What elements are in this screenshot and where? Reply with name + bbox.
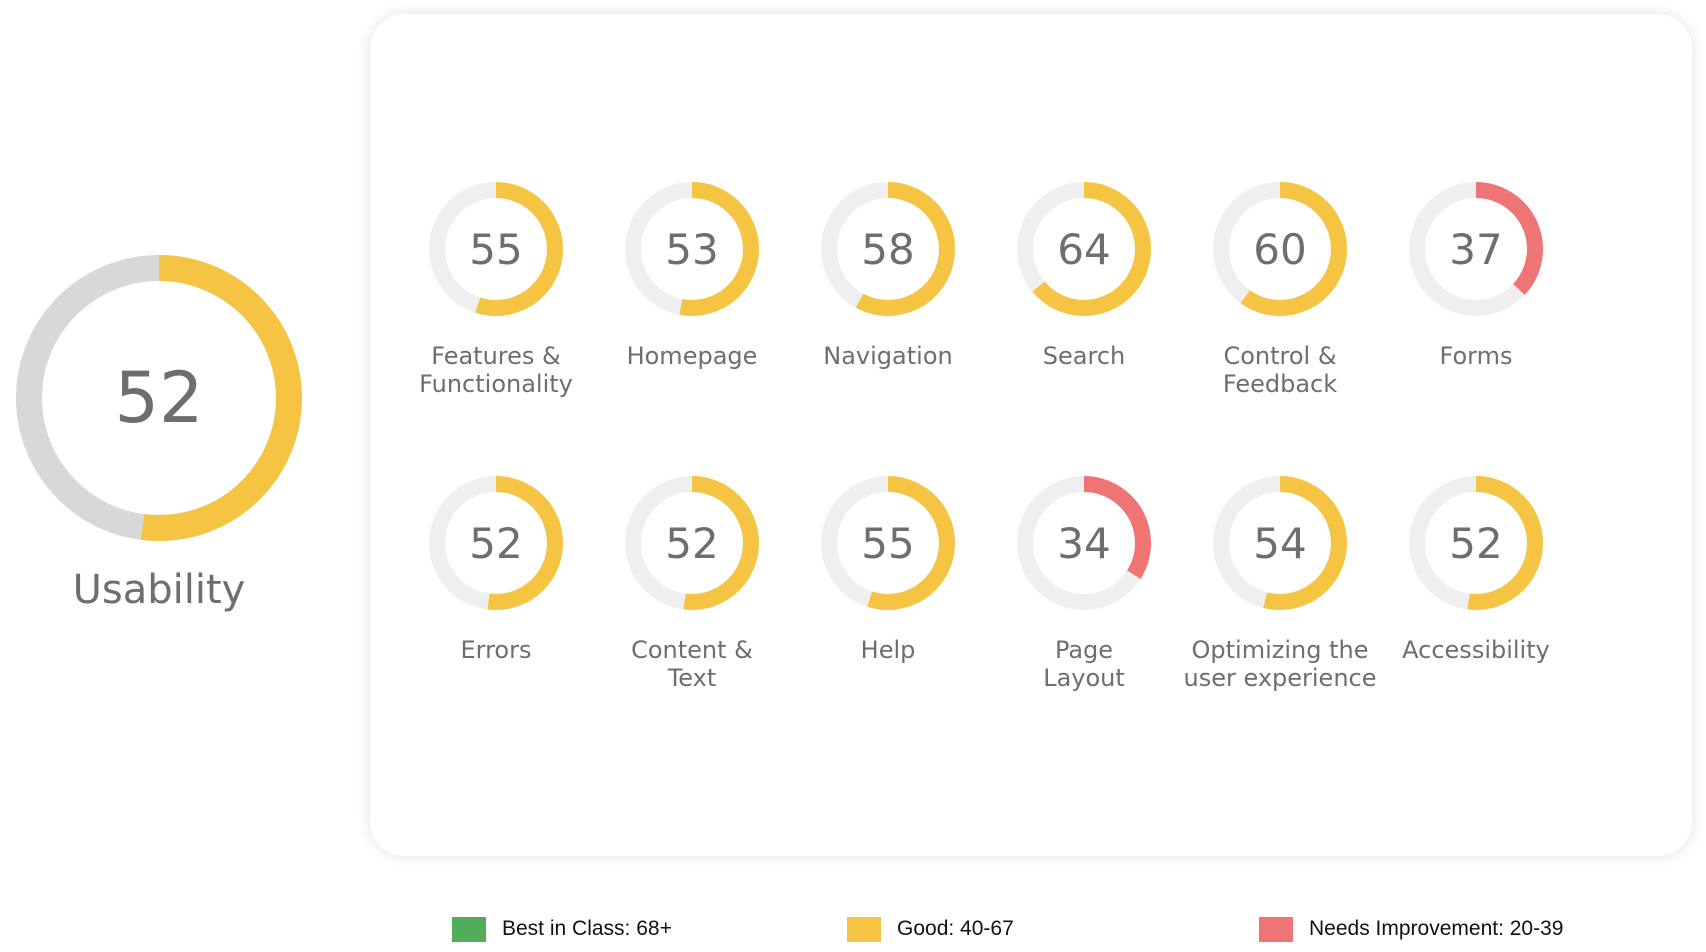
legend-label-needs: Needs Improvement: 20-39 <box>1309 917 1564 940</box>
overall-gauge-ring <box>16 255 302 541</box>
category-gauge: 64 Search <box>984 182 1184 422</box>
category-gauge-arc <box>429 476 563 610</box>
overall-score: 52 <box>114 357 204 439</box>
category-score: 54 <box>1253 518 1307 568</box>
category-gauge-arc <box>1213 476 1347 610</box>
category-gauge: 55 Help <box>788 476 988 716</box>
category-gauge-ring <box>429 476 563 610</box>
category-label: Accessibility <box>1402 636 1550 664</box>
category-gauge-ring <box>821 476 955 610</box>
category-gauge: 52 Content & Text <box>592 476 792 716</box>
category-score: 52 <box>665 518 719 568</box>
category-gauge-arc <box>1409 182 1543 316</box>
category-gauge: 52 Errors <box>396 476 596 716</box>
category-score: 58 <box>861 224 915 274</box>
category-gauge-arc <box>1213 182 1347 316</box>
category-gauge: 60 Control & Feedback <box>1180 182 1380 422</box>
category-gauge: 34 Page Layout <box>984 476 1184 716</box>
overall-label: Usability <box>72 567 246 613</box>
category-gauge: 58 Navigation <box>788 182 988 422</box>
legend-label-good: Good: 40-67 <box>897 917 1014 940</box>
category-gauge-arc <box>1017 182 1151 316</box>
category-label: Content & Text <box>631 636 753 692</box>
category-label: Control & Feedback <box>1222 342 1338 398</box>
category-gauge-arc <box>429 182 563 316</box>
category-gauge-ring <box>1409 476 1543 610</box>
category-score: 55 <box>469 224 523 274</box>
category-gauge: 55 Features & Functionality <box>396 182 596 422</box>
category-gauge-ring <box>1213 476 1347 610</box>
category-gauge-ring <box>429 182 563 316</box>
category-label: Features & Functionality <box>419 342 573 398</box>
legend-best-in-class: Best in Class: 68+ <box>452 916 672 942</box>
category-gauge: 54 Optimizing the user experience <box>1180 476 1380 716</box>
category-gauge-arc <box>625 476 759 610</box>
category-score: 55 <box>861 518 915 568</box>
category-gauge: 37 Forms <box>1376 182 1576 422</box>
category-label: Navigation <box>823 342 953 370</box>
category-gauge-arc <box>1409 476 1543 610</box>
category-gauge-arc <box>821 182 955 316</box>
category-scores-card: 55 Features & Functionality 53 Homepage 58 Na… <box>370 14 1692 856</box>
category-gauge-ring <box>625 476 759 610</box>
category-gauge-ring <box>1017 476 1151 610</box>
overall-usability-gauge: 52 Usability <box>0 255 302 625</box>
category-label: Search <box>1042 342 1126 370</box>
category-gauge: 52 Accessibility <box>1376 476 1576 716</box>
category-score: 52 <box>469 518 523 568</box>
category-score: 64 <box>1057 224 1111 274</box>
category-gauge-arc <box>625 182 759 316</box>
legend-swatch-needs <box>1259 916 1293 942</box>
category-label: Page Layout <box>1043 636 1125 692</box>
category-gauge-ring <box>625 182 759 316</box>
category-score: 34 <box>1057 518 1111 568</box>
category-label: Help <box>860 636 916 664</box>
category-gauge-arc <box>821 476 955 610</box>
legend-swatch-best <box>452 916 486 942</box>
category-gauge: 53 Homepage <box>592 182 792 422</box>
category-gauge-arc <box>1017 476 1151 610</box>
category-score: 53 <box>665 224 719 274</box>
overall-gauge-arc <box>16 255 302 541</box>
category-label: Optimizing the user experience <box>1183 636 1377 692</box>
category-score: 60 <box>1253 224 1307 274</box>
legend-label-best: Best in Class: 68+ <box>502 917 672 940</box>
category-gauge-ring <box>1213 182 1347 316</box>
category-gauge-ring <box>1409 182 1543 316</box>
category-label: Errors <box>460 636 532 664</box>
category-score: 37 <box>1449 224 1503 274</box>
category-label: Forms <box>1439 342 1513 370</box>
category-label: Homepage <box>626 342 758 370</box>
legend-needs-improvement: Needs Improvement: 20-39 <box>1259 916 1563 942</box>
legend-swatch-good <box>847 916 881 942</box>
category-gauge-ring <box>1017 182 1151 316</box>
category-gauge-ring <box>821 182 955 316</box>
category-score: 52 <box>1449 518 1503 568</box>
legend-good: Good: 40-67 <box>847 916 1014 942</box>
